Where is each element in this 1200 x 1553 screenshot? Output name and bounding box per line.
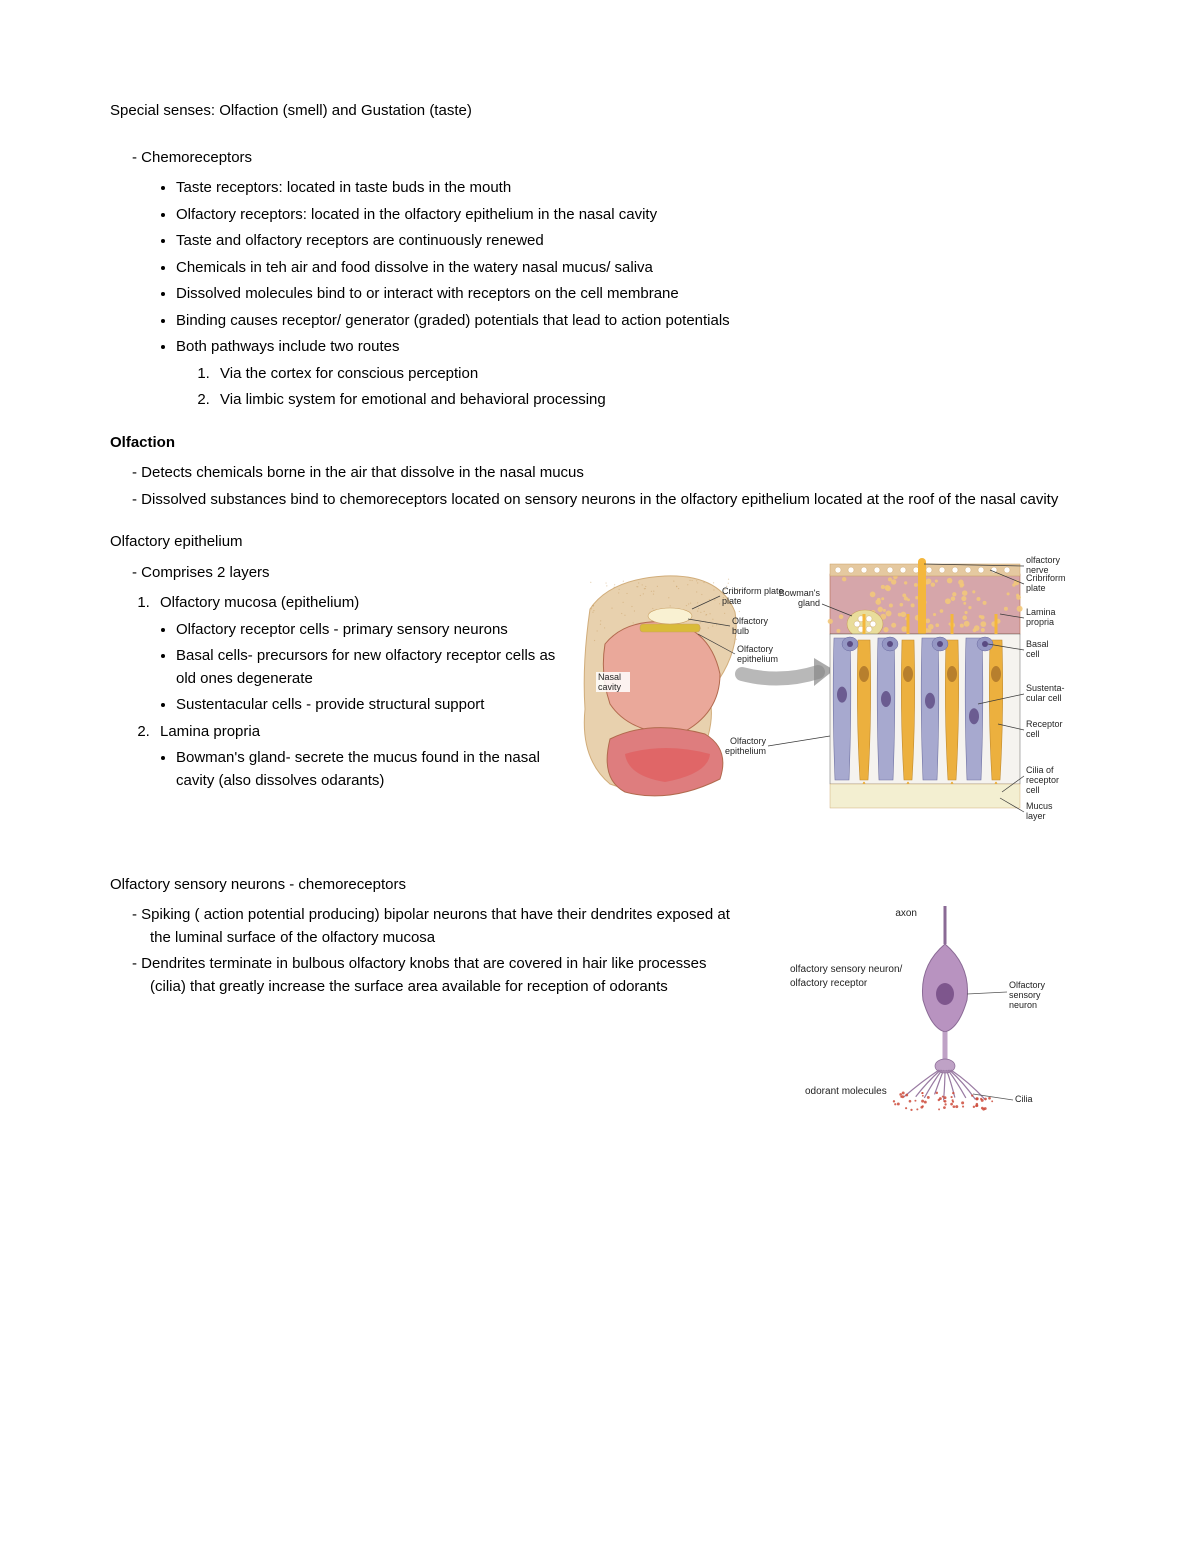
svg-text:plate: plate [722, 596, 742, 606]
olfactory-epithelium-heading: Olfactory epithelium [110, 531, 1090, 554]
list-item: Spiking ( action potential producing) bi… [150, 904, 740, 949]
olfaction-heading: Olfaction [110, 432, 1090, 455]
list-item: Bowman's gland- secrete the mucus found … [176, 747, 560, 792]
list-item: Olfactory receptor cells - primary senso… [176, 619, 560, 642]
svg-text:axon: axon [895, 908, 917, 919]
svg-text:gland: gland [798, 598, 820, 608]
list-item: Taste and olfactory receptors are contin… [176, 230, 1090, 253]
svg-text:Sustenta-: Sustenta- [1026, 683, 1065, 693]
svg-text:odorant molecules: odorant molecules [805, 1086, 887, 1097]
svg-text:Olfactory: Olfactory [732, 616, 769, 626]
svg-text:olfactory: olfactory [1026, 555, 1061, 565]
list-item: Via the cortex for conscious perception [214, 363, 1090, 386]
olfaction-dashes: Detects chemicals borne in the air that … [110, 462, 1090, 511]
svg-text:propria: propria [1026, 617, 1054, 627]
svg-text:Cilia of: Cilia of [1026, 765, 1054, 775]
olfactory-neuron-diagram: axon olfactory sensory neuron/olfactory r… [750, 896, 1090, 1116]
list-item: Via limbic system for emotional and beha… [214, 389, 1090, 412]
svg-text:bulb: bulb [732, 626, 749, 636]
list-item: Olfactory mucosa (epithelium) [154, 592, 560, 615]
olf-epi-item1-bullets: Olfactory receptor cells - primary senso… [110, 619, 560, 717]
svg-text:Basal: Basal [1026, 639, 1049, 649]
list-item: Basal cells- precursors for new olfactor… [176, 645, 560, 690]
svg-text:Cribriform: Cribriform [1026, 573, 1066, 583]
list-item: Comprises 2 layers [150, 562, 560, 585]
chemoreceptors-heading: Chemoreceptors [150, 147, 1090, 170]
list-item: Binding causes receptor/ generator (grad… [176, 310, 1090, 333]
list-item: Olfactory receptors: located in the olfa… [176, 204, 1090, 227]
svg-text:olfactory sensory neuron/: olfactory sensory neuron/ [790, 964, 903, 975]
sensory-dashes: Spiking ( action potential producing) bi… [110, 904, 740, 998]
olfactory-anatomy-figure: Cribriform plateplateOlfactorybulbOlfact… [570, 554, 1090, 854]
svg-text:cell: cell [1026, 785, 1040, 795]
svg-text:epithelium: epithelium [725, 746, 766, 756]
chemoreceptors-bullets: Taste receptors: located in taste buds i… [110, 177, 1090, 359]
olfactory-epithelium-diagram: Cribriform plateplateOlfactorybulbOlfact… [570, 554, 1090, 854]
svg-text:Olfactory: Olfactory [1009, 980, 1046, 990]
svg-text:Nasal: Nasal [598, 672, 621, 682]
svg-text:Bowman's: Bowman's [779, 588, 821, 598]
list-item: Dissolved substances bind to chemorecept… [150, 489, 1090, 512]
page-title: Special senses: Olfaction (smell) and Gu… [110, 100, 1090, 123]
list-item: Detects chemicals borne in the air that … [150, 462, 1090, 485]
svg-text:epithelium: epithelium [737, 654, 778, 664]
olf-epi-dash: Comprises 2 layers [110, 562, 560, 585]
list-item: Dendrites terminate in bulbous olfactory… [150, 953, 740, 998]
svg-text:Olfactory: Olfactory [730, 736, 767, 746]
svg-text:cular cell: cular cell [1026, 693, 1062, 703]
list-item: Both pathways include two routes [176, 336, 1090, 359]
svg-text:cell: cell [1026, 649, 1040, 659]
svg-text:layer: layer [1026, 811, 1046, 821]
svg-text:Receptor: Receptor [1026, 719, 1063, 729]
olfactory-neuron-figure: axon olfactory sensory neuron/olfactory r… [750, 896, 1090, 1116]
svg-text:Lamina: Lamina [1026, 607, 1056, 617]
svg-text:Mucus: Mucus [1026, 801, 1053, 811]
svg-text:olfactory receptor: olfactory receptor [790, 978, 868, 989]
chemoreceptors-routes: Via the cortex for conscious perception … [110, 363, 1090, 412]
svg-text:cell: cell [1026, 729, 1040, 739]
svg-text:Olfactory: Olfactory [737, 644, 774, 654]
list-item: Taste receptors: located in taste buds i… [176, 177, 1090, 200]
svg-text:Cilia: Cilia [1015, 1094, 1033, 1104]
svg-text:receptor: receptor [1026, 775, 1059, 785]
chemoreceptors-section: Chemoreceptors [110, 147, 1090, 170]
svg-text:sensory: sensory [1009, 990, 1041, 1000]
list-item: Dissolved molecules bind to or interact … [176, 283, 1090, 306]
olf-epi-item2-bullets: Bowman's gland- secrete the mucus found … [110, 747, 560, 792]
svg-text:plate: plate [1026, 583, 1046, 593]
svg-text:Cribriform plate: Cribriform plate [722, 586, 784, 596]
svg-text:neuron: neuron [1009, 1000, 1037, 1010]
list-item: Sustentacular cells - provide structural… [176, 694, 560, 717]
olf-epi-numbered: Olfactory mucosa (epithelium) [110, 592, 560, 615]
sensory-neurons-heading: Olfactory sensory neurons - chemorecepto… [110, 874, 1090, 897]
list-item: Lamina propria [154, 721, 560, 744]
olf-epi-numbered2: Lamina propria [110, 721, 560, 744]
list-item: Chemicals in teh air and food dissolve i… [176, 257, 1090, 280]
svg-text:cavity: cavity [598, 682, 622, 692]
